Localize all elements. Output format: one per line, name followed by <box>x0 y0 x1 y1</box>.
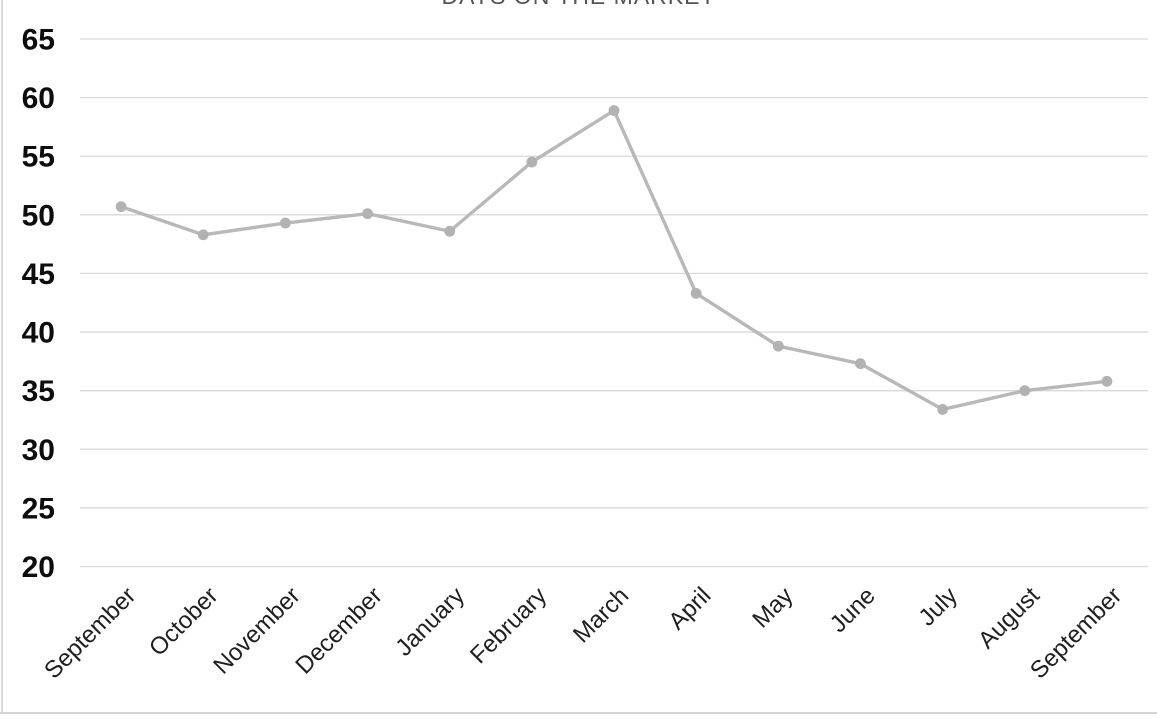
left-border <box>1 0 3 714</box>
data-point-marker <box>115 201 127 213</box>
y-axis-tick-label: 60 <box>22 82 55 115</box>
x-axis-month-label: October <box>144 582 223 661</box>
x-axis-month-label: July <box>914 582 963 631</box>
x-axis-month-label: April <box>663 582 716 635</box>
x-axis-month-label: September <box>39 582 141 684</box>
y-axis-tick-label: 45 <box>22 258 55 291</box>
data-point-marker <box>526 156 538 168</box>
trend-line <box>119 108 1109 412</box>
y-axis-tick-label: 25 <box>22 492 55 525</box>
data-point-marker <box>937 404 949 415</box>
y-axis-tick-label: 35 <box>22 375 55 408</box>
bottom-border <box>0 712 1157 714</box>
data-point-marker <box>444 225 456 237</box>
data-point-marker <box>772 340 784 352</box>
data-point-marker <box>608 105 620 116</box>
data-point-marker <box>1101 375 1113 387</box>
x-axis-month-label: June <box>825 582 881 638</box>
y-axis-tick-label: 30 <box>22 434 55 467</box>
y-axis-tick-label: 65 <box>22 24 55 57</box>
data-point-marker <box>855 358 866 370</box>
x-axis-month-label: March <box>568 582 634 648</box>
data-point-marker <box>690 287 702 299</box>
x-axis-month-label: August <box>973 582 1045 654</box>
y-axis-tick-label: 40 <box>22 317 55 350</box>
chart-title: DAYS ON THE MARKET <box>0 0 1157 8</box>
y-axis-tick-label: 20 <box>22 551 55 584</box>
x-axis-month-label: January <box>390 582 469 661</box>
x-axis-month-label: December <box>290 582 387 679</box>
x-axis-month-label: February <box>465 582 552 669</box>
y-axis-tick-label: 55 <box>22 141 55 174</box>
x-axis-month-label: May <box>747 582 798 633</box>
data-point-marker <box>362 208 373 220</box>
data-point-marker <box>279 217 291 229</box>
data-point-marker <box>197 229 209 241</box>
data-point-marker <box>1019 385 1031 397</box>
x-axis-month-label: November <box>208 582 305 679</box>
y-axis-tick-label: 50 <box>22 199 55 232</box>
